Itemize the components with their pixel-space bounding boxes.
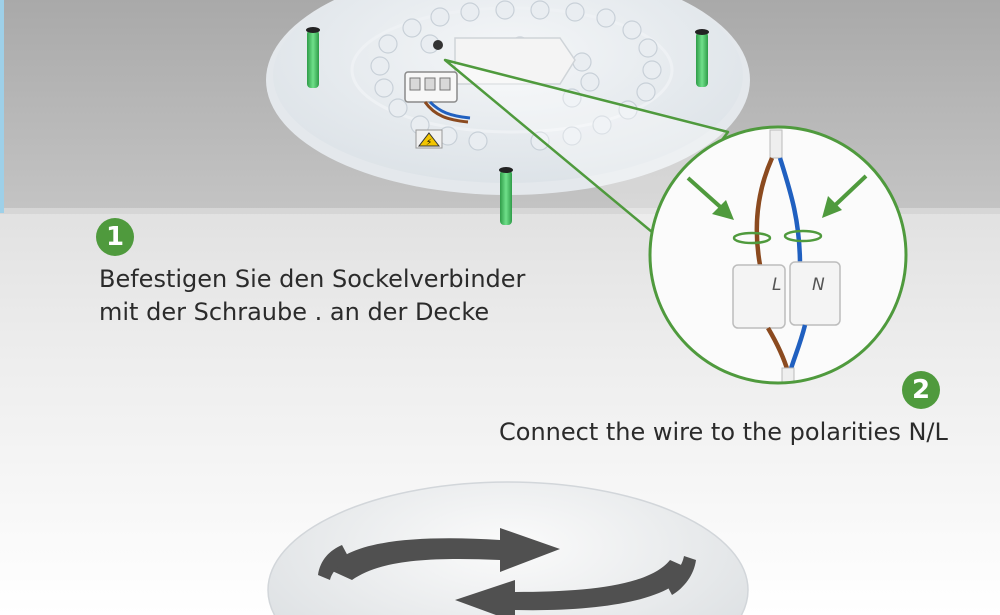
screw-anchor-bottom: [499, 167, 513, 225]
screw-anchor-left: [306, 27, 320, 88]
terminal-label-right: N: [812, 275, 825, 295]
step-1-line-2: mit der Schraube . an der Decke: [99, 298, 490, 326]
warning-icon: ⚡: [415, 129, 443, 149]
screw-anchor-right: [695, 29, 709, 87]
step-1-badge: 1: [96, 218, 134, 256]
step-2-number: 2: [911, 375, 931, 405]
step-1-caption: Befestigen Sie den Sockelverbinder mit d…: [99, 263, 525, 329]
svg-text:⚡: ⚡: [426, 138, 432, 148]
step-2-badge: 2: [902, 371, 940, 409]
step-1-line-1: Befestigen Sie den Sockelverbinder: [99, 265, 526, 293]
terminal-block: [404, 71, 471, 124]
lamp-dome-cover: [267, 481, 749, 615]
step-2-caption: Connect the wire to the polarities N/L: [499, 418, 948, 446]
rotate-clockwise-icon: [318, 528, 696, 615]
lamp-base-plate: ⚡: [266, 0, 750, 195]
terminal-label-left: L: [772, 275, 781, 295]
step-1-number: 1: [105, 222, 125, 252]
wire-detail-zoom: L N: [648, 125, 908, 385]
